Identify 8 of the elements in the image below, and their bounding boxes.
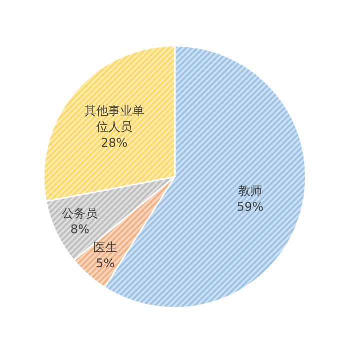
data-label: 28% bbox=[101, 136, 128, 150]
slice-label: 医生 bbox=[94, 240, 118, 255]
slice-label: 教师 bbox=[238, 184, 262, 198]
data-label: 5% bbox=[96, 256, 116, 271]
data-label: 59% bbox=[237, 200, 264, 214]
slice-label: 其他事业单位人员 bbox=[84, 104, 144, 134]
slice-label: 公务员 bbox=[62, 206, 98, 221]
data-label: 8% bbox=[70, 222, 90, 237]
